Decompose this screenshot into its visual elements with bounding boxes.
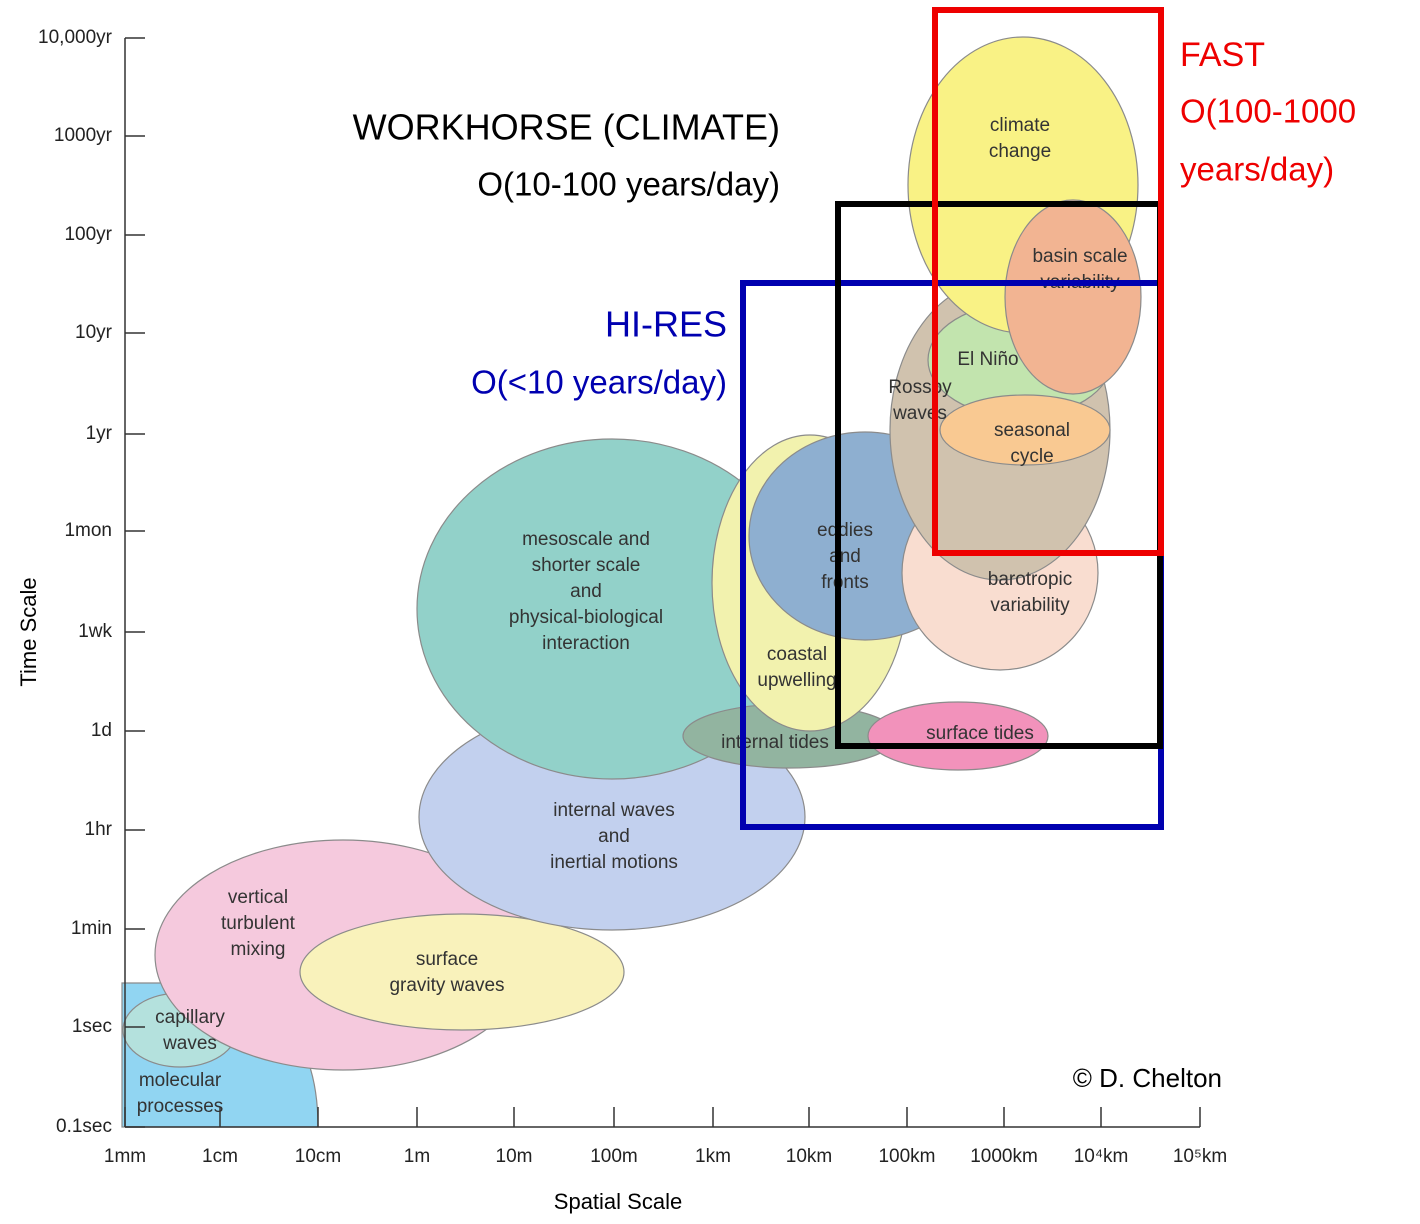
- region-label: upwelling: [757, 670, 836, 691]
- x-tick-label: 1m: [404, 1146, 430, 1167]
- region-label: change: [989, 141, 1051, 162]
- region-label: mixing: [231, 939, 286, 960]
- region-label: waves: [162, 1033, 217, 1054]
- x-tick-label: 100m: [590, 1146, 638, 1167]
- region-label: surface: [416, 949, 478, 970]
- region-label: barotropic: [988, 569, 1073, 590]
- x-tick-label: 10⁴km: [1074, 1146, 1129, 1167]
- region-label: physical-biological: [509, 607, 663, 628]
- y-title: Time Scale: [16, 577, 41, 686]
- region-label: internal waves: [553, 800, 674, 821]
- region-label: vertical: [228, 887, 288, 908]
- x-tick-label: 100km: [878, 1146, 935, 1167]
- y-tick-label: 1wk: [78, 621, 112, 642]
- x-tick-label: 1mm: [104, 1146, 146, 1167]
- x-tick-label: 10m: [496, 1146, 533, 1167]
- box-label: years/day): [1180, 151, 1334, 188]
- box-label: WORKHORSE (CLIMATE): [353, 107, 780, 148]
- y-tick-label: 1hr: [85, 819, 113, 840]
- region-label: El Niño: [957, 349, 1018, 370]
- box-label: O(100-1000: [1180, 93, 1356, 130]
- x-tick-label: 10cm: [295, 1146, 341, 1167]
- region-label: variability: [990, 595, 1070, 616]
- region-shape: [939, 394, 1111, 466]
- x-tick-label: 10⁵km: [1173, 1146, 1227, 1167]
- region-labels: molecular processes capillary waves vertical…: [137, 115, 1128, 1117]
- y-tick-label: 1sec: [72, 1016, 112, 1037]
- region-label: waves: [892, 403, 947, 424]
- y-tick-label: 10yr: [75, 322, 113, 343]
- region-label: mesoscale and: [522, 529, 650, 550]
- x-tick-label: 1km: [695, 1146, 731, 1167]
- region-shape: [299, 913, 625, 1031]
- region-label: turbulent: [221, 913, 296, 934]
- box-label: HI-RES: [605, 304, 727, 345]
- region-label: fronts: [821, 572, 869, 593]
- y-tick-label: 1yr: [86, 423, 113, 444]
- region-label: and: [598, 826, 630, 847]
- region-label: interaction: [542, 633, 630, 654]
- region-label: capillary: [155, 1007, 225, 1028]
- region-label: coastal: [767, 644, 827, 665]
- box-label: FAST: [1180, 36, 1265, 74]
- x-tick-label: 1000km: [970, 1146, 1038, 1167]
- fast-box: [932, 7, 1164, 556]
- region-label: shorter scale: [532, 555, 641, 576]
- region-label: and: [829, 546, 861, 567]
- x-tick-label: 1cm: [202, 1146, 238, 1167]
- region-label: eddies: [817, 520, 873, 541]
- region-label: gravity waves: [389, 975, 504, 996]
- y-tick-label: 1000yr: [54, 125, 113, 146]
- y-tick-label: 0.1sec: [56, 1116, 112, 1137]
- axes: [124, 37, 1201, 1128]
- region-label: seasonal: [994, 420, 1070, 441]
- region-shape: [867, 701, 1049, 771]
- x-title: Spatial Scale: [554, 1189, 682, 1214]
- region-label: processes: [137, 1096, 224, 1117]
- region-shape: [1004, 199, 1142, 395]
- box-label: O(<10 years/day): [471, 364, 727, 401]
- x-tick-label: 10km: [786, 1146, 832, 1167]
- y-tick-label: 100yr: [64, 224, 112, 245]
- region-label: Rossby: [888, 377, 952, 398]
- regions: [121, 36, 1142, 1128]
- region-label: cycle: [1010, 446, 1053, 467]
- region-label: surface tides: [926, 723, 1034, 744]
- y-tick-label: 1min: [71, 918, 112, 939]
- region-label: basin scale: [1032, 246, 1127, 267]
- box-label: O(10-100 years/day): [477, 166, 780, 203]
- region-label: inertial motions: [550, 852, 678, 873]
- y-tick-label: 1mon: [64, 520, 112, 541]
- region-label: molecular: [139, 1070, 222, 1091]
- region-label: internal tides: [721, 732, 829, 753]
- y-tick-label: 10,000yr: [38, 27, 113, 48]
- credit: © D. Chelton: [1073, 1063, 1222, 1093]
- region-label: climate: [990, 115, 1050, 136]
- y-tick-label: 1d: [91, 720, 112, 741]
- region-label: and: [570, 581, 602, 602]
